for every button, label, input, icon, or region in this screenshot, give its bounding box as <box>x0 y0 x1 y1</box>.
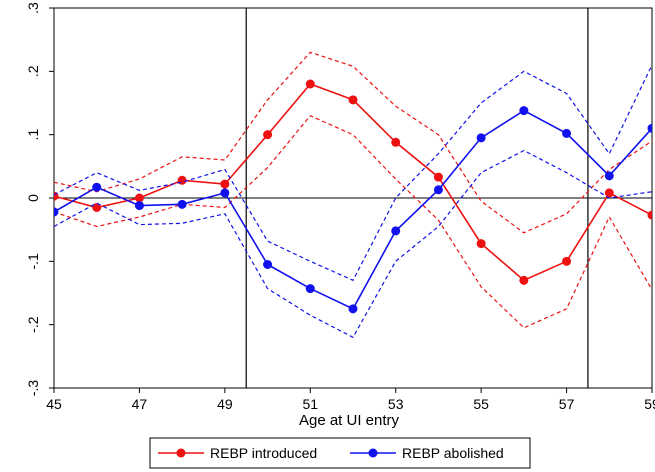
data-point-abolished <box>220 188 230 198</box>
series-layer <box>54 51 652 339</box>
data-point-abolished <box>177 199 187 209</box>
ci-lower-line-introduced <box>54 114 652 329</box>
data-point-introduced <box>562 256 572 266</box>
data-point-abolished <box>263 260 273 269</box>
data-point-abolished <box>476 133 486 143</box>
legend: REBP introduced REBP abolished <box>149 437 531 469</box>
legend-swatch-marker-abolished <box>368 448 378 458</box>
x-axis-title: Age at UI entry <box>299 412 400 429</box>
data-point-abolished <box>348 304 358 314</box>
data-point-abolished <box>647 123 652 133</box>
data-point-introduced <box>647 210 652 220</box>
ci-lower-line-abolished <box>54 149 652 339</box>
data-point-abolished <box>54 207 59 217</box>
x-tick-label: 51 <box>302 396 318 412</box>
data-point-introduced <box>134 193 144 203</box>
data-point-abolished <box>134 201 144 211</box>
y-tick-label: .2 <box>25 65 41 77</box>
data-point-abolished <box>604 171 614 181</box>
legend-label-abolished: REBP abolished <box>402 445 504 461</box>
data-point-abolished <box>562 128 572 138</box>
data-point-introduced <box>604 188 614 198</box>
x-tick-label: 53 <box>388 396 404 412</box>
data-point-abolished <box>305 284 315 294</box>
data-point-abolished <box>92 182 102 192</box>
ci-upper-line-abolished <box>54 64 652 282</box>
data-point-introduced <box>220 179 230 189</box>
data-point-introduced <box>433 172 443 182</box>
legend-label-introduced: REBP introduced <box>210 445 317 461</box>
data-point-introduced <box>476 239 486 249</box>
data-point-introduced <box>263 130 273 140</box>
y-tick-label: .3 <box>25 2 41 14</box>
legend-swatch-marker-introduced <box>176 448 186 458</box>
y-tick-label: 0 <box>25 194 41 202</box>
data-point-introduced <box>92 203 102 212</box>
data-point-introduced <box>177 175 187 185</box>
x-tick-label: 49 <box>217 396 233 412</box>
legend-box <box>149 437 531 469</box>
data-point-introduced <box>305 79 315 89</box>
x-tick-label: 45 <box>46 396 62 412</box>
y-tick-label: -.2 <box>25 316 41 333</box>
x-tick-label: 47 <box>132 396 148 412</box>
x-tick-label: 55 <box>473 396 489 412</box>
data-point-introduced <box>519 275 529 285</box>
y-tick-label: -.1 <box>25 253 41 270</box>
data-point-abolished <box>391 226 401 236</box>
data-point-abolished <box>519 106 529 116</box>
y-tick-label: .1 <box>25 129 41 141</box>
data-point-abolished <box>433 185 443 195</box>
data-point-introduced <box>391 137 401 147</box>
y-tick-label: -.3 <box>25 380 41 397</box>
series-line-introduced <box>54 83 652 282</box>
plot-area: -.3 -.2 -.1 0 .1 .2 .3 45 47 49 51 53 55 57 59 <box>25 2 655 412</box>
x-tick-label: 57 <box>559 396 575 412</box>
data-point-introduced <box>348 95 358 105</box>
x-tick-label: 59 <box>644 396 655 412</box>
